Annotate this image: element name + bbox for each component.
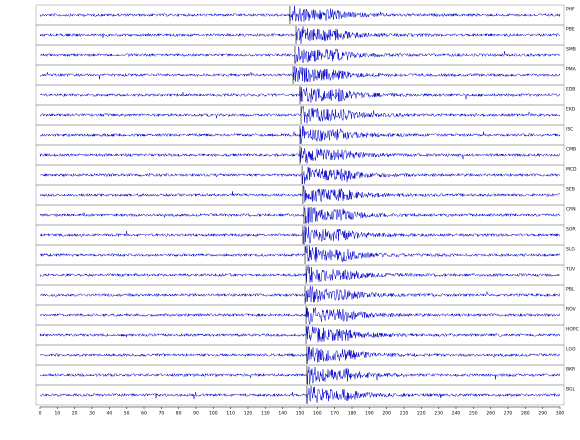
- waveform: [39, 105, 561, 124]
- waveform: [39, 5, 561, 23]
- waveform: [39, 286, 561, 303]
- x-tick-label: 10: [54, 411, 60, 417]
- station-label: EDB: [566, 87, 575, 93]
- x-tick-label: 0: [39, 411, 42, 417]
- x-tick-label: 120: [244, 411, 253, 417]
- station-label: HOPC: [566, 327, 579, 333]
- station-label: BGL: [566, 387, 575, 393]
- waveform: [39, 307, 561, 325]
- x-tick-label: 40: [106, 411, 112, 417]
- x-tick-label: 50: [124, 411, 130, 417]
- x-tick-label: 200: [382, 411, 391, 417]
- waveform: [39, 184, 561, 203]
- x-tick-label: 70: [158, 411, 164, 417]
- x-tick-label: 290: [538, 411, 547, 417]
- x-tick-label: 230: [434, 411, 443, 417]
- waveform: [39, 325, 561, 343]
- station-label: MCD: [566, 167, 577, 173]
- x-tick-label: 90: [193, 411, 199, 417]
- x-tick-label: 130: [261, 411, 270, 417]
- waveform: [39, 366, 561, 385]
- waveform: [39, 46, 561, 64]
- x-tick-label: 110: [226, 411, 235, 417]
- x-tick-label: 220: [417, 411, 426, 417]
- station-label: SEB: [566, 187, 575, 193]
- station-label: CMB: [566, 147, 576, 153]
- x-tick-label: 60: [141, 411, 147, 417]
- station-label: CRN: [566, 207, 576, 213]
- station-label: LGO: [566, 347, 576, 353]
- x-tick-label: 270: [504, 411, 513, 417]
- x-tick-label: 160: [313, 411, 322, 417]
- waveform: [39, 65, 561, 83]
- x-tick-label: 260: [486, 411, 495, 417]
- station-label: EKD: [566, 107, 576, 113]
- station-label: PHF: [566, 7, 575, 13]
- waveform: [39, 225, 561, 245]
- x-tick-label: 210: [400, 411, 409, 417]
- station-label: PBL: [566, 287, 575, 293]
- x-tick-label: 180: [348, 411, 357, 417]
- station-label: SLG: [566, 247, 575, 253]
- station-label: ISC: [566, 127, 573, 133]
- x-tick-label: 20: [72, 411, 78, 417]
- station-label: SMB: [566, 47, 576, 53]
- station-label: PMA: [566, 67, 577, 73]
- station-label: PBE: [566, 27, 575, 33]
- x-tick-label: 100: [209, 411, 218, 417]
- waveform: [39, 206, 561, 224]
- waveform: [39, 245, 561, 263]
- x-tick-label: 280: [521, 411, 530, 417]
- station-label: SOR: [566, 227, 576, 233]
- x-tick-label: 170: [330, 411, 339, 417]
- trace-panel: [35, 384, 565, 406]
- x-tick-label: 80: [176, 411, 182, 417]
- waveform: [39, 166, 561, 184]
- waveform: [39, 346, 561, 364]
- waveform: [39, 26, 561, 44]
- waveform: [39, 265, 561, 283]
- x-tick-label: 30: [89, 411, 95, 417]
- x-tick-label: 140: [278, 411, 287, 417]
- x-tick-label: 240: [452, 411, 461, 417]
- waveform: [39, 385, 561, 404]
- x-tick-label: 190: [365, 411, 374, 417]
- station-label: ROV: [566, 307, 577, 313]
- x-tick-label: 300: [556, 411, 565, 417]
- station-label: BKR: [566, 367, 575, 373]
- station-label: TUV: [565, 267, 576, 273]
- x-tick-label: 150: [296, 411, 305, 417]
- x-tick-label: 250: [469, 411, 478, 417]
